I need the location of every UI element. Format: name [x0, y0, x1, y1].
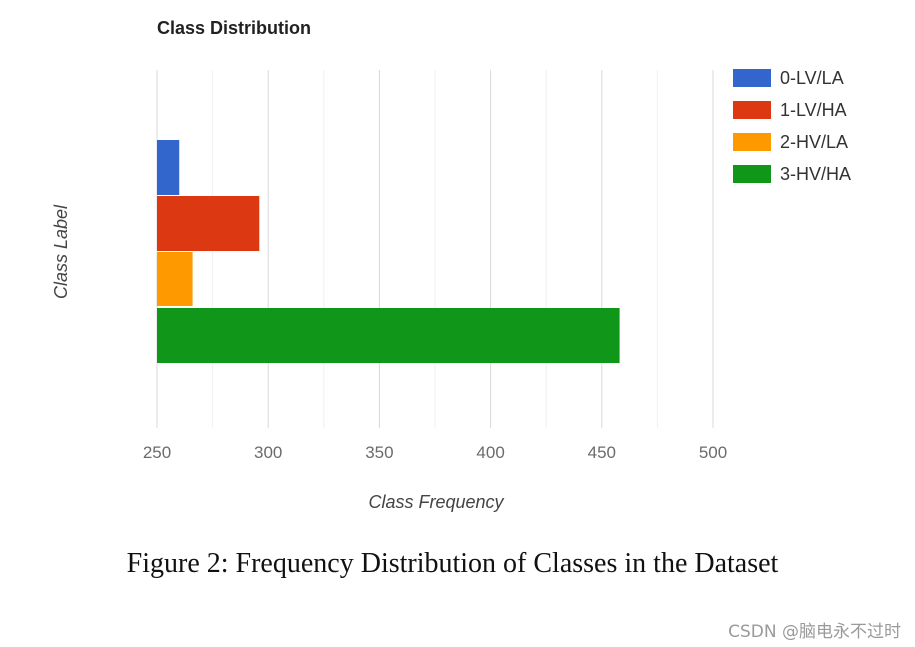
x-axis-title: Class Frequency [368, 492, 504, 512]
legend-swatch [733, 165, 771, 183]
bar-3-hv-ha [157, 308, 620, 363]
x-tick-label: 500 [699, 443, 727, 462]
legend-label: 0-LV/LA [780, 68, 844, 88]
bars [157, 140, 620, 363]
legend-swatch [733, 69, 771, 87]
bar-0-lv-la [157, 140, 180, 195]
bar-1-lv-ha [157, 196, 260, 251]
x-tick-label: 250 [143, 443, 171, 462]
legend-swatch [733, 101, 771, 119]
legend-label: 2-HV/LA [780, 132, 848, 152]
legend-swatch [733, 133, 771, 151]
gridlines [156, 70, 714, 428]
chart-title: Class Distribution [157, 18, 311, 38]
watermark: CSDN @脑电永不过时 [728, 622, 901, 642]
legend-label: 1-LV/HA [780, 100, 847, 120]
figure-caption: Figure 2: Frequency Distribution of Clas… [126, 548, 779, 579]
y-axis-title: Class Label [51, 204, 71, 299]
x-tick-label: 300 [254, 443, 282, 462]
legend: 0-LV/LA 1-LV/HA 2-HV/LA 3-HV/HA [733, 68, 851, 184]
x-tick-label: 400 [476, 443, 504, 462]
bar-2-hv-la [157, 252, 193, 306]
x-tick-label: 350 [365, 443, 393, 462]
x-axis-ticks: 250 300 350 400 450 500 [143, 443, 727, 462]
x-tick-label: 450 [588, 443, 616, 462]
class-distribution-chart: 250 300 350 400 450 500 Class Distribution Cl… [51, 18, 851, 512]
legend-label: 3-HV/HA [780, 164, 851, 184]
